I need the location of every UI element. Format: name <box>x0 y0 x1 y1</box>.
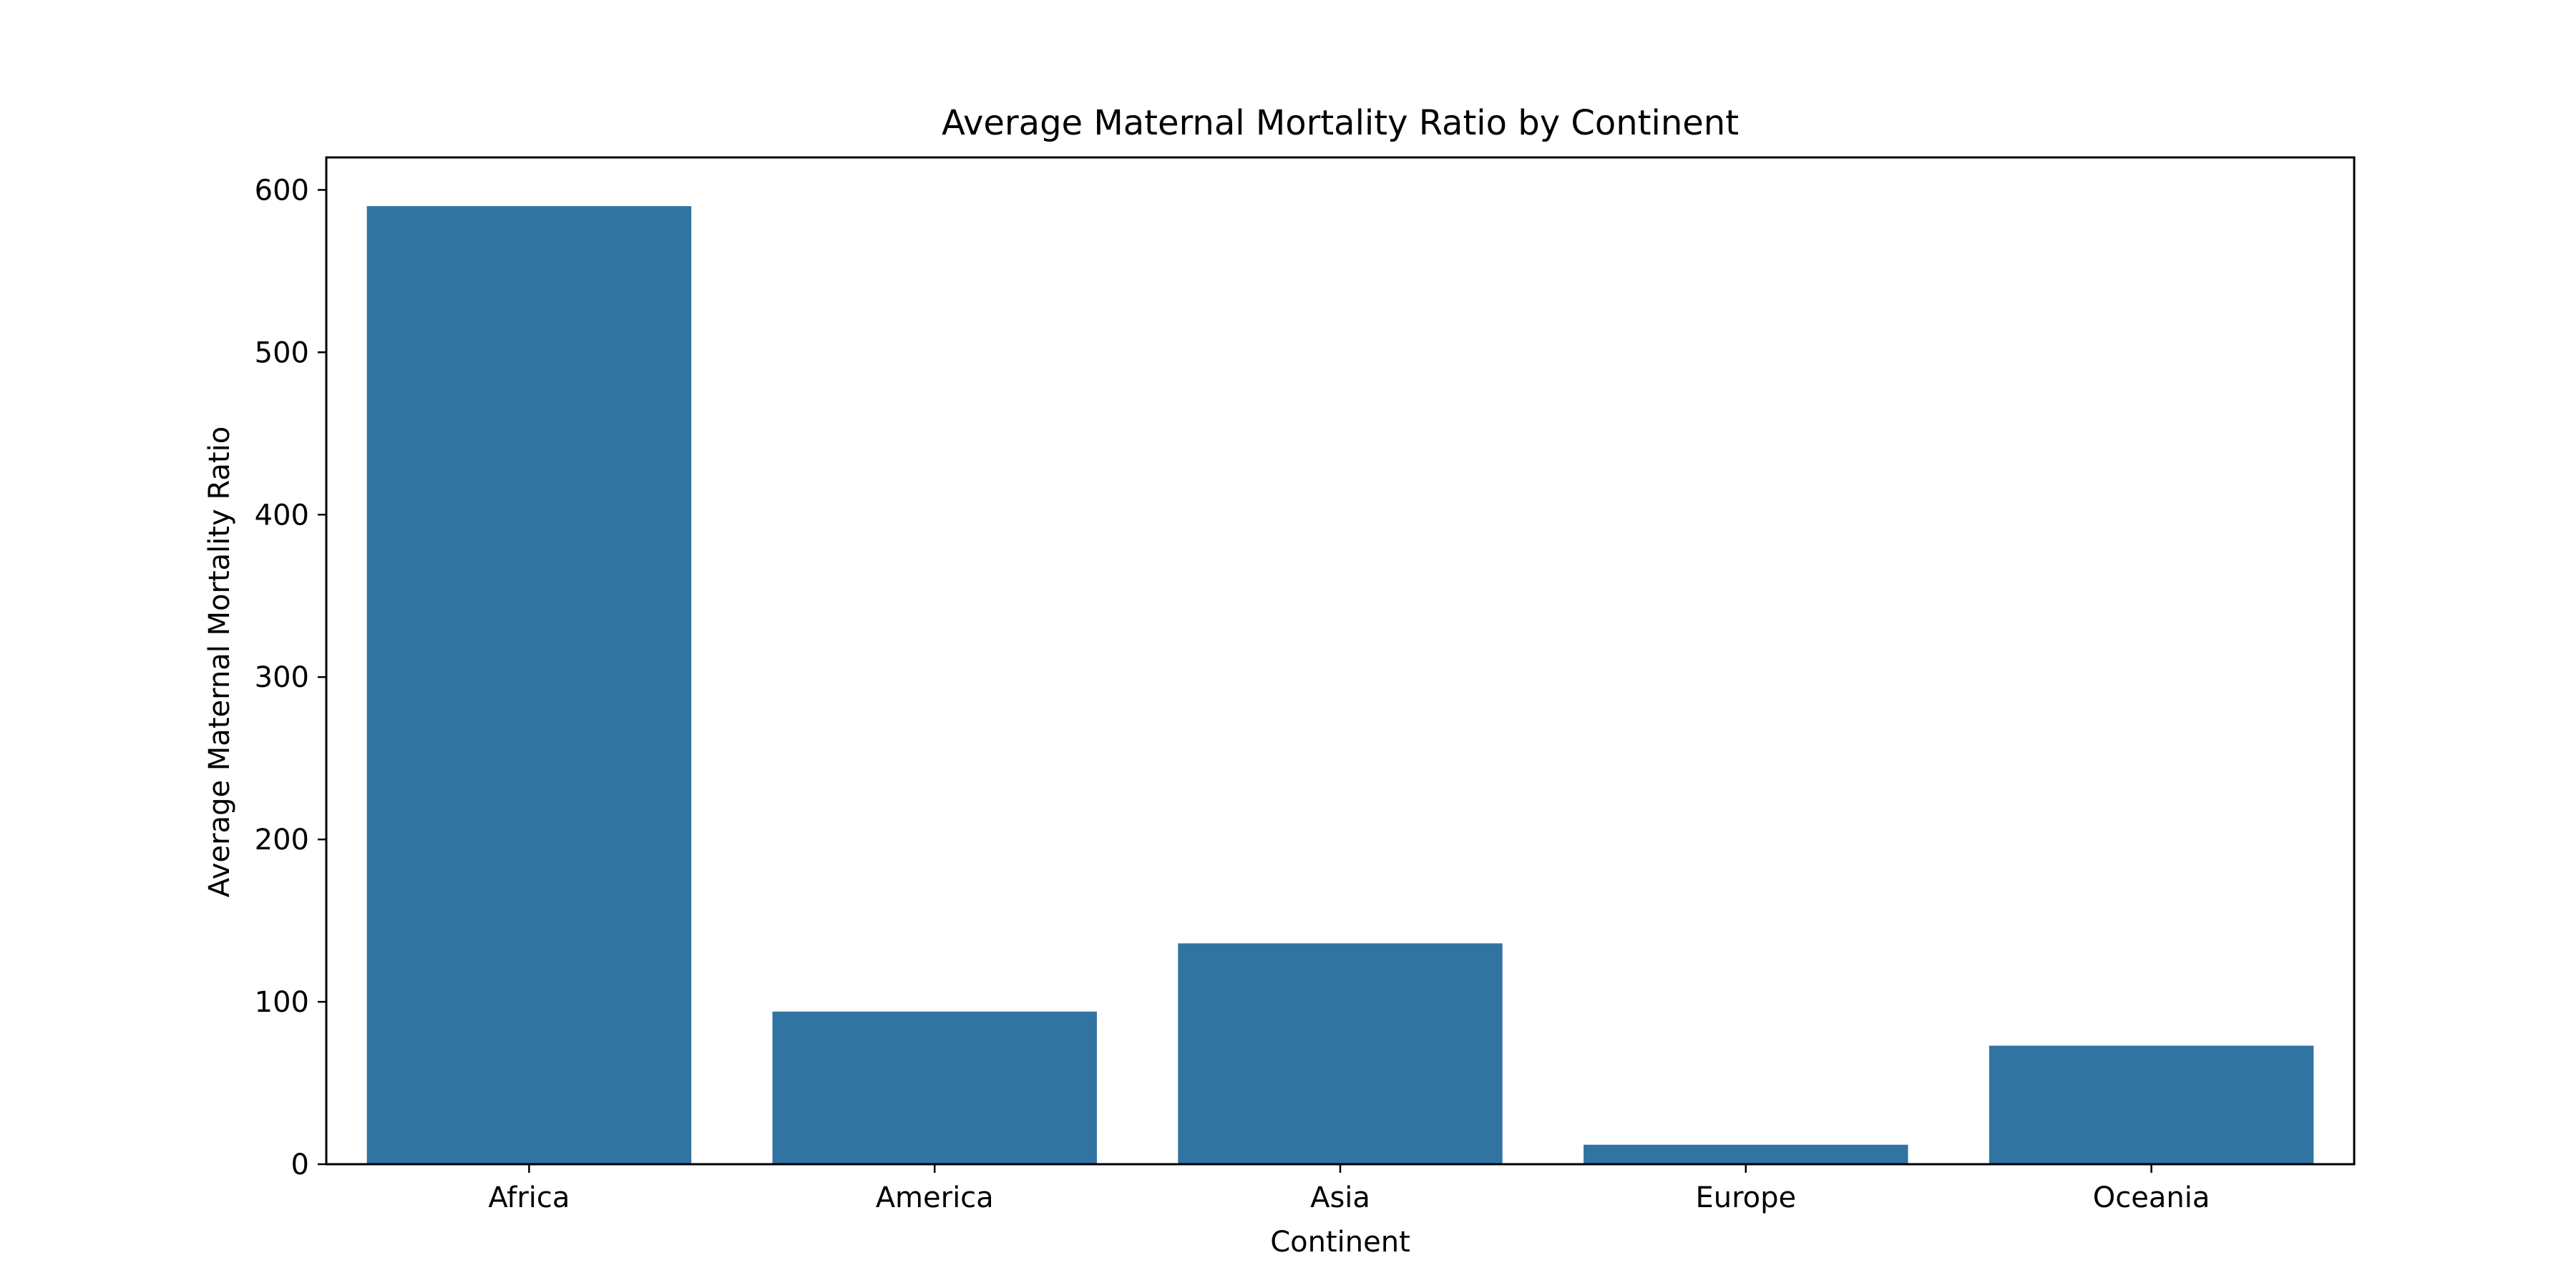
x-axis-label: Continent <box>1270 1226 1410 1259</box>
y-tick-label: 200 <box>255 824 309 857</box>
plot-area: Africa America Asia Europe Oceania 0 100 200 300… <box>255 156 2356 1214</box>
y-tick-label: 100 <box>255 986 309 1019</box>
x-tick-label: Asia <box>1310 1181 1370 1214</box>
y-tick-label: 500 <box>255 336 309 369</box>
bar-asia <box>1178 943 1503 1164</box>
y-tick-label: 400 <box>255 499 309 532</box>
x-tick-label: Oceania <box>2093 1181 2210 1214</box>
y-tick-label: 0 <box>291 1148 309 1181</box>
x-tick-label: Africa <box>488 1181 570 1214</box>
y-axis-label: Average Maternal Mortality Ratio <box>203 426 236 897</box>
bar-africa <box>366 206 692 1164</box>
y-tick-label: 300 <box>255 661 309 694</box>
chart-title: Average Maternal Mortality Ratio by Cont… <box>942 103 1739 143</box>
bar-oceania <box>1989 1045 2314 1164</box>
bar-america <box>772 1011 1097 1164</box>
bar-europe <box>1584 1144 1908 1164</box>
x-tick-label: Europe <box>1695 1181 1796 1214</box>
x-tick-label: America <box>876 1181 994 1214</box>
axes-frame <box>325 156 2356 1166</box>
y-tick-label: 600 <box>255 174 309 207</box>
